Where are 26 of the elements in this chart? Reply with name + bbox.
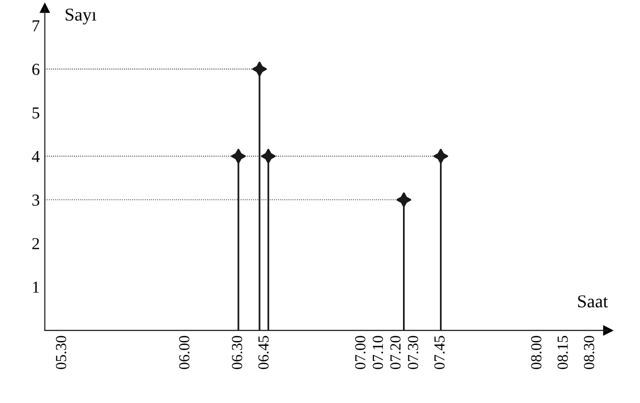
y-tick-label: 1 [33,282,39,293]
x-tick-label: 07.20 [390,336,401,370]
y-axis-title: Sayı [66,8,96,24]
x-tick-label: 07.45 [434,336,445,370]
x-tick-label: 06.45 [258,336,269,370]
point [230,148,246,164]
x-tick-label: 07.00 [355,336,366,370]
x-tick-label: 08.00 [531,336,542,370]
x-tick-label: 05.30 [56,336,66,370]
x-tick-label: 06.30 [232,336,242,370]
x-tick-label: 08.15 [558,336,568,370]
point [396,192,412,208]
x-tick-label: 07.30 [408,336,418,370]
y-tick-label: 7 [32,20,40,32]
y-tick-label: 5 [32,107,40,119]
x-tick-label: 06.00 [179,336,190,370]
y-tick-label: 4 [32,151,40,162]
point [252,61,268,77]
y-tick-label: 2 [32,238,40,250]
x-axis-title: Saat [578,295,608,308]
x-tick-label: 08.30 [584,336,594,370]
y-tick-label: 6 [32,64,40,75]
y-tick-label: 3 [32,194,40,206]
x-tick-label: 07.10 [372,336,384,370]
point [433,148,448,164]
point [260,148,276,164]
